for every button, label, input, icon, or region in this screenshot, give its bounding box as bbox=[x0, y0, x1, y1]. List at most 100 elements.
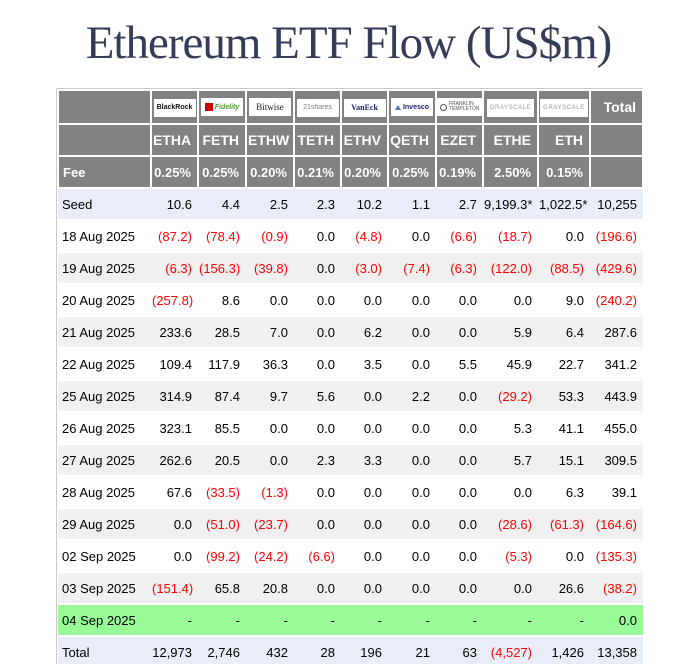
value-cell: 233.6 bbox=[151, 315, 198, 349]
vaneck-logo: VanEck bbox=[343, 98, 386, 117]
value-cell: (6.3) bbox=[151, 251, 198, 285]
table-row: 27 Aug 2025 262.6 20.5 0.0 2.3 3.3 0.0 0.0 5.7 15… bbox=[58, 443, 643, 477]
fee-cell: 0.25% bbox=[197, 155, 247, 189]
value-cell: 443.9 bbox=[590, 379, 643, 413]
bitwise-logo: Bitwise bbox=[249, 98, 291, 117]
table-row: 18 Aug 2025 (87.2) (78.4) (0.9) 0.0 (4.8) 0.0(… bbox=[58, 219, 643, 253]
fee-row-label: Fee bbox=[57, 155, 152, 189]
value-cell: 53.3 bbox=[538, 379, 590, 413]
value-cell: 341.2 bbox=[590, 347, 643, 381]
value-cell: 6.2 bbox=[341, 315, 388, 349]
table-row: 25 Aug 2025 314.9 87.4 9.7 5.6 0.0 2.2 0.0 (29.2… bbox=[58, 379, 643, 413]
provider-logo-text: GRAYSCALE bbox=[489, 105, 532, 111]
provider-logo-text: 21shares bbox=[303, 104, 332, 112]
value-cell: (99.2) bbox=[198, 539, 246, 573]
value-cell: (87.2) bbox=[151, 219, 198, 253]
table-row: 22 Aug 2025 109.4 117.9 36.3 0.0 3.5 0.0 5.5 45.… bbox=[58, 347, 643, 381]
row-label: 04 Sep 2025 bbox=[58, 603, 151, 637]
provider-logo-cell: Bitwise bbox=[245, 89, 295, 125]
value-cell: 196 bbox=[341, 635, 388, 664]
value-cell: 22.7 bbox=[538, 347, 590, 381]
value-cell: 0.0 bbox=[436, 411, 483, 445]
value-cell: 0.0 bbox=[388, 539, 436, 573]
value-cell: 4.4 bbox=[198, 187, 246, 221]
value-cell: (240.2) bbox=[590, 283, 643, 317]
value-cell: (7.4) bbox=[388, 251, 436, 285]
value-cell: 0.0 bbox=[294, 251, 341, 285]
value-cell: 3.5 bbox=[341, 347, 388, 381]
provider-logo-cell: Fidelity bbox=[197, 89, 247, 125]
shares21-logo: 21shares bbox=[296, 98, 339, 117]
value-cell: 6.3 bbox=[538, 475, 590, 509]
row-label: 26 Aug 2025 bbox=[58, 411, 151, 445]
value-cell: 10.2 bbox=[341, 187, 388, 221]
ticker-cell: FETH bbox=[197, 123, 247, 157]
value-cell: 1.1 bbox=[388, 187, 436, 221]
value-cell: (1.3) bbox=[246, 475, 294, 509]
table-row: Total 12,973 2,746 432 28 196 21 63 (4,527) 1,426… bbox=[58, 635, 643, 664]
value-cell: (3.0) bbox=[341, 251, 388, 285]
value-cell: 6.4 bbox=[538, 315, 590, 349]
value-cell: 5.5 bbox=[436, 347, 483, 381]
row-label: 21 Aug 2025 bbox=[58, 315, 151, 349]
value-cell: 0.0 bbox=[388, 507, 436, 541]
value-cell: (61.3) bbox=[538, 507, 590, 541]
value-cell: 262.6 bbox=[151, 443, 198, 477]
row-label: Total bbox=[58, 635, 151, 664]
franklin-logo: FRANKLIN TEMPLETON bbox=[438, 98, 481, 116]
value-cell: 287.6 bbox=[590, 315, 643, 349]
value-cell: - bbox=[483, 603, 538, 637]
value-cell: 0.0 bbox=[151, 539, 198, 573]
value-cell: 0.0 bbox=[294, 347, 341, 381]
value-cell: 0.0 bbox=[436, 539, 483, 573]
value-cell: 20.8 bbox=[246, 571, 294, 605]
value-cell: 0.0 bbox=[388, 443, 436, 477]
value-cell: 0.0 bbox=[538, 219, 590, 253]
provider-logo-text: FRANKLIN TEMPLETON bbox=[449, 100, 480, 112]
value-cell: (429.6) bbox=[590, 251, 643, 285]
provider-logo-cell: FRANKLIN TEMPLETON bbox=[435, 89, 484, 125]
value-cell: 0.0 bbox=[436, 379, 483, 413]
provider-logo-cell: VanEck bbox=[340, 89, 389, 125]
ticker-cell: ETHE bbox=[482, 123, 539, 157]
blackrock-logo: BlackRock bbox=[153, 98, 196, 117]
value-cell: (88.5) bbox=[538, 251, 590, 285]
value-cell: 0.0 bbox=[341, 539, 388, 573]
row-label: 18 Aug 2025 bbox=[58, 219, 151, 253]
value-cell: 0.0 bbox=[388, 219, 436, 253]
value-cell: 67.6 bbox=[151, 475, 198, 509]
row-label: 29 Aug 2025 bbox=[58, 507, 151, 541]
value-cell: (51.0) bbox=[198, 507, 246, 541]
value-cell: (5.3) bbox=[483, 539, 538, 573]
value-cell: 15.1 bbox=[538, 443, 590, 477]
table-row: 29 Aug 2025 0.0 (51.0) (23.7) 0.0 0.0 0.0 0.0 (2… bbox=[58, 507, 643, 541]
provider-logo-cell: BlackRock bbox=[150, 89, 199, 125]
value-cell: 0.0 bbox=[590, 603, 643, 637]
value-cell: - bbox=[388, 603, 436, 637]
provider-logo-text: VanEck bbox=[351, 102, 378, 112]
ticker-cell: QETH bbox=[387, 123, 437, 157]
ticker-cell: ETHV bbox=[340, 123, 389, 157]
value-cell: (122.0) bbox=[483, 251, 538, 285]
value-cell: 455.0 bbox=[590, 411, 643, 445]
fee-row: Fee 0.25% 0.25% 0.20% 0.21% 0.20% 0.25% 0.19% 2.… bbox=[57, 155, 644, 189]
value-cell: (23.7) bbox=[246, 507, 294, 541]
value-cell: (6.6) bbox=[436, 219, 483, 253]
value-cell: 1,426 bbox=[538, 635, 590, 664]
value-cell: 8.6 bbox=[198, 283, 246, 317]
ticker-cell: ETHA bbox=[150, 123, 199, 157]
provider-logo-cell: Invesco bbox=[387, 89, 437, 125]
invesco-logo: Invesco bbox=[391, 98, 433, 117]
value-cell: 39.1 bbox=[590, 475, 643, 509]
value-cell: (24.2) bbox=[246, 539, 294, 573]
value-cell: 0.0 bbox=[436, 315, 483, 349]
value-cell: 9.7 bbox=[246, 379, 294, 413]
logo-row: BlackRock Fidelity Bitwise 21shares VanEck In… bbox=[57, 89, 644, 125]
value-cell: (38.2) bbox=[590, 571, 643, 605]
value-cell: 309.5 bbox=[590, 443, 643, 477]
value-cell: 0.0 bbox=[483, 475, 538, 509]
value-cell: - bbox=[341, 603, 388, 637]
value-cell: 0.0 bbox=[294, 411, 341, 445]
value-cell: 0.0 bbox=[246, 411, 294, 445]
value-cell: - bbox=[538, 603, 590, 637]
